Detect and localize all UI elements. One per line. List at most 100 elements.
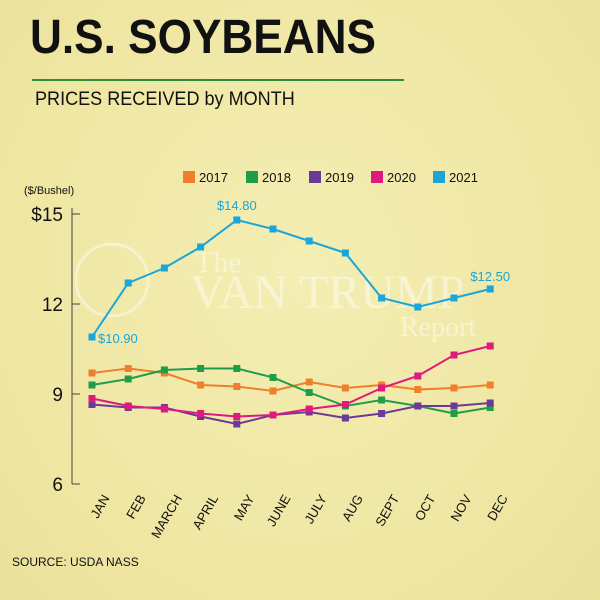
data-point — [414, 372, 422, 380]
data-point — [233, 365, 241, 372]
data-point — [305, 389, 313, 396]
x-tick-label: APRIL — [189, 492, 221, 532]
data-point — [160, 264, 168, 272]
data-point — [124, 402, 132, 410]
series-2020 — [88, 342, 494, 420]
data-point — [450, 384, 458, 392]
data-point — [233, 216, 241, 224]
data-point — [197, 410, 205, 417]
data-point — [305, 405, 313, 413]
page-title: U.S. SOYBEANS — [30, 11, 376, 64]
data-point — [378, 396, 386, 404]
legend-swatch — [433, 171, 445, 183]
data-point — [486, 381, 494, 389]
x-tick-label: JULY — [301, 492, 330, 526]
legend: 2017 2018 2019 2020 2021 — [183, 170, 478, 185]
x-tick-label: JAN — [87, 492, 112, 521]
data-point — [450, 351, 458, 359]
x-tick-label: OCT — [412, 492, 439, 523]
page-subtitle: PRICES RECEIVED by MONTH — [35, 89, 295, 110]
data-label: $12.50 — [470, 269, 510, 284]
data-point — [88, 333, 96, 341]
series-2017 — [88, 365, 494, 395]
data-point — [88, 401, 96, 408]
x-tick-label: MAY — [231, 492, 258, 523]
source-note: SOURCE: USDA NASS — [12, 555, 139, 569]
watermark: The VAN TRUMP Report — [74, 242, 476, 343]
y-axis-label: ($/Bushel) — [24, 185, 74, 197]
series-line — [91, 367, 491, 393]
y-tick-label: $15 — [31, 205, 63, 226]
data-point — [124, 365, 132, 372]
legend-swatch — [246, 171, 258, 183]
data-label: $10.90 — [98, 331, 138, 346]
x-tick-label: SEPT — [372, 492, 402, 529]
data-point — [305, 237, 313, 245]
x-tick-label: DEC — [484, 492, 511, 523]
legend-label: 2019 — [325, 170, 354, 185]
data-point — [341, 249, 349, 257]
data-point — [341, 384, 349, 392]
watermark-line3: Report — [400, 312, 476, 343]
x-tick-label: JUNE — [264, 492, 294, 529]
legend-swatch — [309, 171, 321, 183]
legend-label: 2018 — [262, 170, 291, 185]
data-point — [305, 378, 313, 386]
legend-label: 2021 — [449, 170, 478, 185]
data-point — [88, 395, 96, 402]
watermark-line1: The — [195, 246, 242, 279]
data-point — [450, 294, 458, 302]
data-point — [233, 420, 241, 428]
data-point — [450, 402, 458, 410]
data-point — [414, 303, 422, 311]
data-point — [124, 279, 132, 287]
data-point — [160, 366, 168, 374]
data-point — [160, 405, 168, 413]
data-point — [378, 294, 386, 302]
data-point — [88, 381, 96, 389]
data-point — [197, 381, 205, 389]
series-2019 — [88, 399, 494, 428]
data-point — [233, 383, 241, 390]
data-point — [269, 374, 277, 381]
data-point — [486, 404, 494, 411]
legend-swatch — [183, 171, 195, 183]
data-label: $14.80 — [217, 198, 257, 213]
x-tick-label: MARCH — [148, 492, 185, 541]
legend-label: 2017 — [199, 170, 228, 185]
data-point — [378, 384, 386, 392]
series-line — [91, 218, 491, 338]
x-tick-label: AUG — [339, 492, 366, 524]
series-line — [91, 345, 491, 418]
series-2018 — [88, 365, 494, 417]
data-point — [486, 285, 494, 293]
legend-label: 2020 — [387, 170, 416, 185]
data-point — [197, 365, 205, 372]
x-tick-label: NOV — [448, 492, 475, 524]
data-point — [341, 401, 349, 408]
data-point — [450, 410, 458, 417]
data-point — [197, 243, 205, 251]
data-point — [486, 342, 494, 350]
data-point — [124, 375, 132, 383]
series-layer — [88, 216, 494, 428]
x-tick-label: FEB — [123, 492, 149, 521]
data-point — [486, 399, 494, 407]
axes: $15 12 9 6 ($/Bushel) JAN FEB MARCH APRIL MAY JUNE… — [24, 185, 511, 541]
data-point — [269, 411, 277, 419]
data-point — [269, 387, 277, 395]
y-tick-label: 6 — [52, 475, 63, 496]
data-point — [414, 386, 422, 393]
data-point — [269, 225, 277, 233]
y-tick-label: 12 — [42, 295, 63, 316]
y-tick-label: 9 — [52, 385, 63, 406]
series-line — [91, 367, 491, 415]
data-point — [414, 402, 422, 410]
data-point — [233, 413, 241, 420]
data-point — [378, 410, 386, 417]
data-point — [341, 414, 349, 422]
series-2021 — [88, 216, 494, 341]
watermark-globe-icon — [74, 242, 150, 318]
